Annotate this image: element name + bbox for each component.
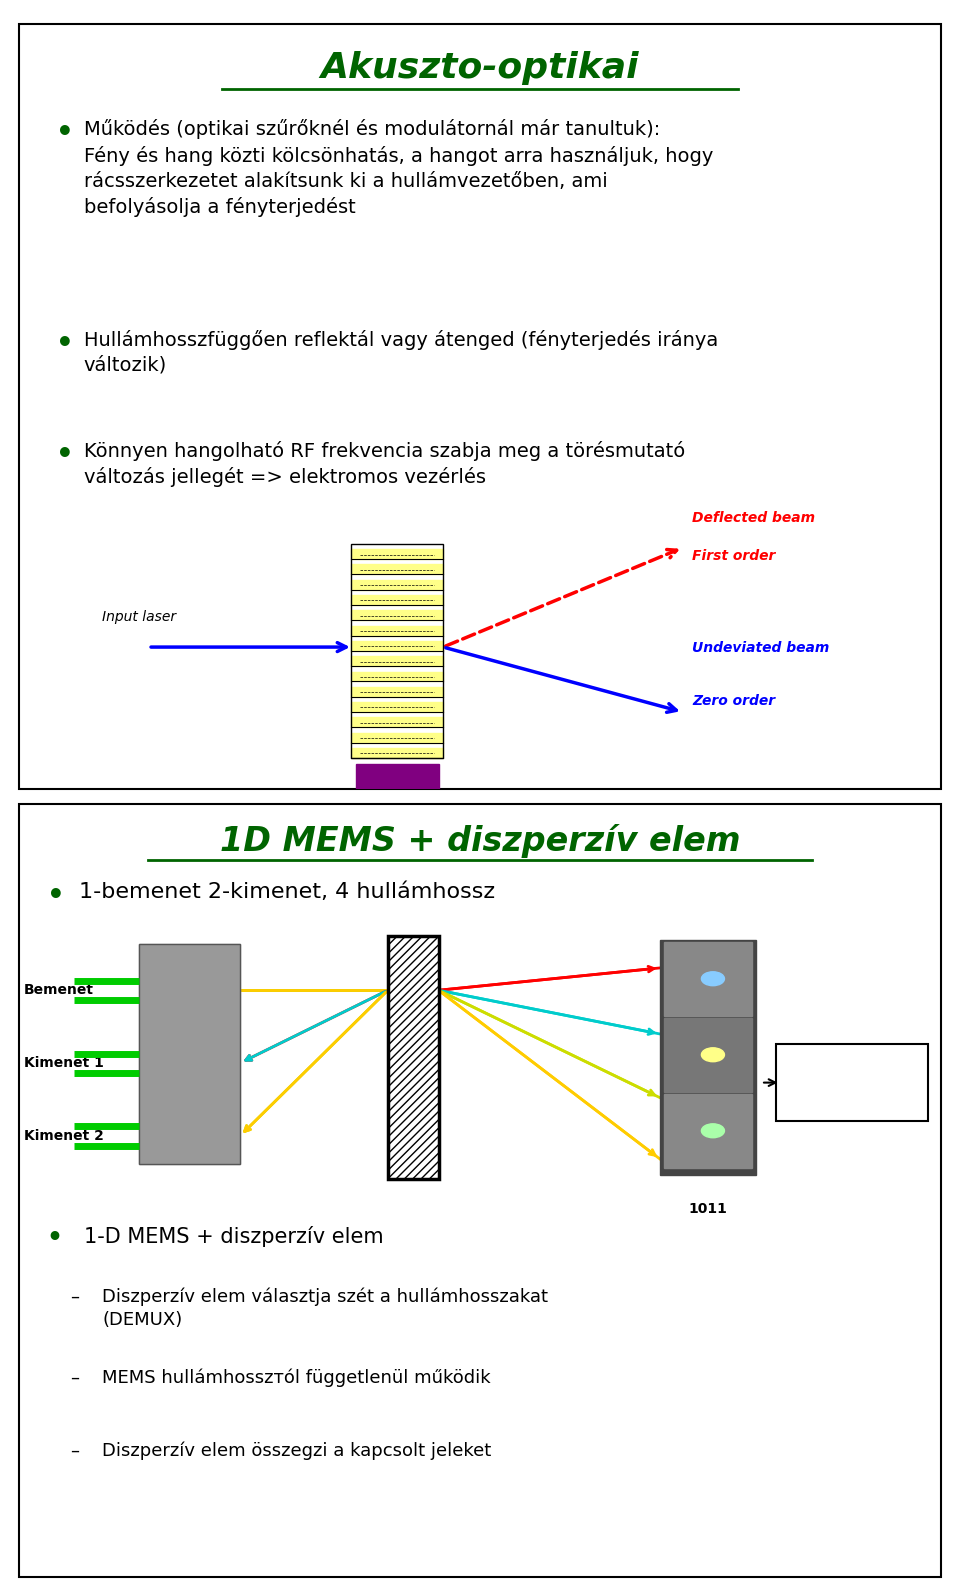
Text: Undeviated beam: Undeviated beam bbox=[692, 640, 829, 655]
Bar bbox=[139, 943, 240, 1164]
Text: Bemenet: Bemenet bbox=[24, 983, 94, 997]
Bar bbox=[351, 749, 444, 758]
Text: •: • bbox=[47, 883, 64, 910]
Bar bbox=[664, 1018, 752, 1091]
Text: •: • bbox=[47, 1225, 62, 1249]
Bar bbox=[351, 626, 444, 636]
Bar bbox=[664, 1094, 752, 1168]
Text: Digitális
vezérlés: Digitális vezérlés bbox=[823, 1067, 880, 1098]
Bar bbox=[351, 656, 444, 666]
Bar bbox=[351, 733, 444, 742]
Text: Kimenet 1: Kimenet 1 bbox=[24, 1056, 104, 1070]
Text: Akuszto-optikai: Akuszto-optikai bbox=[321, 51, 639, 84]
Text: Deflected beam: Deflected beam bbox=[692, 511, 815, 524]
Bar bbox=[351, 580, 444, 589]
Text: –: – bbox=[70, 1442, 79, 1459]
Text: Hullámhosszfüggően reflektál vagy átenged (fényterjedés iránya
változik): Hullámhosszfüggően reflektál vagy átenge… bbox=[84, 330, 718, 374]
Text: Input laser: Input laser bbox=[102, 610, 177, 624]
Text: 1-bemenet 2-kimenet, 4 hullámhossz: 1-bemenet 2-kimenet, 4 hullámhossz bbox=[79, 883, 495, 902]
Bar bbox=[664, 941, 752, 1016]
Text: –: – bbox=[70, 1287, 79, 1305]
Ellipse shape bbox=[702, 1048, 725, 1061]
Bar bbox=[351, 564, 444, 575]
Bar bbox=[388, 935, 439, 1179]
Bar bbox=[351, 687, 444, 696]
Text: 1011: 1011 bbox=[688, 1203, 728, 1217]
Text: 1D MEMS + diszperzív elem: 1D MEMS + diszperzív elem bbox=[220, 824, 740, 857]
Text: First order: First order bbox=[692, 550, 776, 562]
Bar bbox=[351, 610, 444, 620]
Text: –: – bbox=[70, 1368, 79, 1386]
Text: •: • bbox=[56, 119, 74, 148]
Bar bbox=[660, 940, 756, 1176]
Bar bbox=[351, 672, 444, 682]
Text: MEMS hullámhosszтól függetlenül működik: MEMS hullámhosszтól függetlenül működik bbox=[102, 1368, 491, 1388]
Bar bbox=[351, 543, 444, 758]
Text: •: • bbox=[56, 441, 74, 468]
Text: Zero order: Zero order bbox=[692, 695, 775, 709]
Bar bbox=[351, 717, 444, 728]
Text: •: • bbox=[56, 330, 74, 358]
Text: Működés (optikai szűrőknél és modulátornál már tanultuk):
Fény és hang közti köl: Működés (optikai szűrőknél és modulátorn… bbox=[84, 119, 713, 217]
Bar bbox=[355, 765, 439, 811]
Ellipse shape bbox=[702, 972, 725, 986]
Bar bbox=[351, 640, 444, 652]
Text: 1-D MEMS + diszperzív elem: 1-D MEMS + diszperzív elem bbox=[84, 1225, 383, 1247]
Ellipse shape bbox=[702, 1123, 725, 1137]
Bar bbox=[351, 703, 444, 712]
Bar bbox=[139, 943, 240, 1164]
Bar bbox=[351, 550, 444, 559]
FancyBboxPatch shape bbox=[776, 1043, 928, 1121]
Text: Diszperzív elem választja szét a hullámhosszakat
(DEMUX): Diszperzív elem választja szét a hullámh… bbox=[102, 1287, 548, 1330]
Text: Könnyen hangolható RF frekvencia szabja meg a törésmutató
változás jellegét => e: Könnyen hangolható RF frekvencia szabja … bbox=[84, 441, 685, 487]
Bar bbox=[351, 596, 444, 605]
Text: Kimenet 2: Kimenet 2 bbox=[24, 1128, 104, 1142]
Text: Diszperzív elem összegzi a kapcsolt jeleket: Diszperzív elem összegzi a kapcsolt jele… bbox=[102, 1442, 492, 1461]
